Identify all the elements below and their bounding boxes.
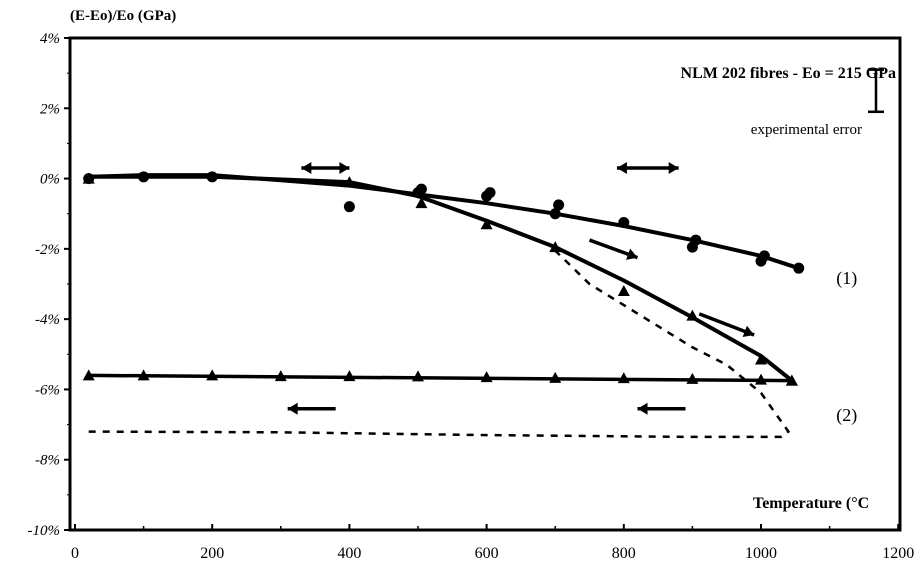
x-tick-label: 400 bbox=[337, 545, 361, 562]
arrow bbox=[588, 238, 639, 260]
series-2-point bbox=[343, 176, 356, 188]
series-2-point bbox=[480, 371, 493, 383]
series-1-point bbox=[793, 262, 805, 274]
series-2-point bbox=[617, 372, 630, 384]
series-2-curve bbox=[86, 174, 794, 383]
arrow-head bbox=[287, 402, 298, 415]
arrow-head bbox=[668, 162, 679, 175]
y-tick-label: -2% bbox=[35, 242, 60, 258]
series-1-point bbox=[138, 171, 150, 183]
x-axis-label: Temperature (°C bbox=[753, 495, 869, 512]
series-2-point bbox=[785, 374, 798, 386]
curves bbox=[86, 173, 801, 439]
x-tick-label: 1200 bbox=[882, 545, 914, 562]
markers: (1) (2) bbox=[82, 171, 857, 426]
axis-ticks: 4% 2% 0% -2% -4% -6% -8% -10% 0 200 400 600 800 1000 1… bbox=[28, 31, 915, 562]
series-1-point bbox=[553, 199, 565, 211]
arrow bbox=[287, 402, 336, 415]
x-tick-label: 1000 bbox=[745, 545, 777, 562]
series-2-point bbox=[274, 370, 287, 382]
series-2-point bbox=[755, 373, 767, 385]
arrow-head bbox=[742, 325, 755, 337]
error-bar-label: experimental error bbox=[751, 122, 862, 138]
y-tick-label: 2% bbox=[40, 101, 60, 117]
x-tick-label: 200 bbox=[200, 545, 224, 562]
series-2-point bbox=[617, 285, 630, 297]
y-tick-label: 0% bbox=[40, 172, 60, 188]
arrow bbox=[698, 312, 755, 337]
series-1-curve bbox=[86, 173, 801, 271]
arrow-head bbox=[301, 162, 312, 175]
series-label: (2) bbox=[836, 405, 857, 426]
y-tick-label: -4% bbox=[35, 312, 60, 328]
series-2-point bbox=[343, 370, 356, 382]
x-tick-label: 600 bbox=[475, 545, 499, 562]
arrow bbox=[616, 162, 679, 175]
y-tick-label: -10% bbox=[28, 523, 61, 539]
series-2-point bbox=[82, 172, 95, 184]
series-1-point bbox=[618, 217, 630, 228]
series-1-point bbox=[484, 187, 496, 199]
plot-frame bbox=[68, 36, 902, 532]
y-tick-label: 4% bbox=[40, 31, 60, 47]
series-label: (1) bbox=[836, 268, 857, 289]
series-1-point bbox=[206, 171, 218, 183]
arrow bbox=[301, 162, 350, 175]
series-2-point bbox=[412, 370, 424, 382]
series-2-point bbox=[82, 369, 95, 381]
x-tick-label: 0 bbox=[71, 545, 79, 562]
series-2-point bbox=[206, 369, 219, 381]
arrow-head bbox=[616, 162, 627, 175]
series-2-point bbox=[415, 197, 428, 209]
y-axis-label: (E-Eo)/Eo (GPa) bbox=[70, 8, 176, 24]
series-1-point bbox=[549, 208, 561, 220]
chart-title: NLM 202 fibres - Eo = 215 GPa bbox=[681, 65, 896, 82]
series-1-point bbox=[690, 234, 702, 246]
arrows bbox=[287, 162, 755, 415]
series-2-point bbox=[686, 309, 699, 321]
series-2-cooling-line bbox=[88, 373, 792, 383]
series-1-point bbox=[343, 201, 355, 213]
series-2-point bbox=[549, 241, 562, 253]
series-1-point bbox=[415, 183, 427, 195]
arrow-head bbox=[626, 248, 638, 260]
series-2-point bbox=[686, 372, 699, 384]
arrow-head bbox=[637, 402, 648, 415]
y-tick-label: -8% bbox=[35, 453, 60, 469]
arrow bbox=[637, 402, 686, 415]
dashed-curve bbox=[88, 249, 791, 439]
series-2-point bbox=[137, 369, 150, 381]
series-1-point bbox=[758, 250, 770, 262]
y-tick-label: -6% bbox=[35, 382, 60, 398]
series-2-point bbox=[480, 218, 493, 230]
series-2-point bbox=[755, 353, 767, 365]
error-bar bbox=[868, 68, 884, 114]
series-2-point bbox=[549, 371, 562, 383]
arrow-head bbox=[339, 162, 350, 175]
x-tick-label: 800 bbox=[612, 545, 636, 562]
